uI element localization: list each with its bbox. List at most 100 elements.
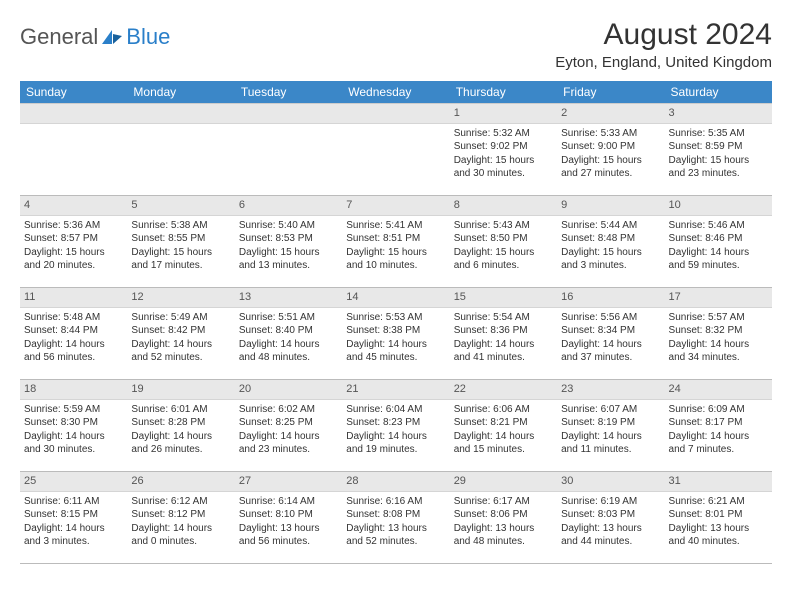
sunrise-text: Sunrise: 5:33 AM	[561, 127, 660, 141]
weekday-header: Wednesday	[342, 81, 449, 104]
calendar-week-row: 25Sunrise: 6:11 AMSunset: 8:15 PMDayligh…	[20, 472, 772, 564]
sunrise-text: Sunrise: 5:53 AM	[346, 311, 445, 325]
sunset-text: Sunset: 8:42 PM	[131, 324, 230, 338]
day-number: 2	[557, 104, 664, 124]
sunrise-text: Sunrise: 5:32 AM	[454, 127, 553, 141]
header: General Blue August 2024 Eyton, England,…	[20, 18, 772, 71]
calendar-day-cell: 23 Sunrise: 6:07 AMSunset: 8:19 PMDayligh…	[557, 380, 664, 472]
daylight-text: Daylight: 14 hours and 56 minutes.	[24, 338, 123, 365]
sunset-text: Sunset: 9:02 PM	[454, 140, 553, 154]
calendar-day-cell: 25 Sunrise: 6:11 AMSunset: 8:15 PMDayligh…	[20, 472, 127, 564]
logo: General Blue	[20, 24, 170, 50]
sunset-text: Sunset: 8:15 PM	[24, 508, 123, 522]
calendar-day-cell: 28Sunrise: 6:16 AMSunset: 8:08 PMDayligh…	[342, 472, 449, 564]
day-number: 16	[557, 288, 664, 308]
calendar-day-cell: 30Sunrise: 6:19 AMSunset: 8:03 PMDayligh…	[557, 472, 664, 564]
day-number: 1	[450, 104, 557, 124]
calendar-day-cell: 13Sunrise: 5:51 AMSunset: 8:40 PMDayligh…	[235, 288, 342, 380]
sunrise-text: Sunrise: 6:17 AM	[454, 495, 553, 509]
daylight-text: Daylight: 14 hours and 48 minutes.	[239, 338, 338, 365]
sunset-text: Sunset: 8:46 PM	[669, 232, 768, 246]
calendar-day-cell: 5Sunrise: 5:38 AMSunset: 8:55 PMDaylight…	[127, 196, 234, 288]
sunset-text: Sunset: 8:17 PM	[669, 416, 768, 430]
daylight-text: Daylight: 14 hours and 3 minutes.	[24, 522, 123, 549]
sunrise-text: Sunrise: 5:35 AM	[669, 127, 768, 141]
day-number: 30	[557, 472, 664, 492]
day-number: 10	[665, 196, 772, 216]
day-number: 23	[557, 380, 664, 400]
sunset-text: Sunset: 8:48 PM	[561, 232, 660, 246]
title-block: August 2024 Eyton, England, United Kingd…	[555, 18, 772, 71]
sunset-text: Sunset: 9:00 PM	[561, 140, 660, 154]
sunset-text: Sunset: 8:25 PM	[239, 416, 338, 430]
daylight-text: Daylight: 15 hours and 20 minutes.	[24, 246, 123, 273]
daylight-text: Daylight: 13 hours and 40 minutes.	[669, 522, 768, 549]
calendar-day-cell: 26Sunrise: 6:12 AMSunset: 8:12 PMDayligh…	[127, 472, 234, 564]
calendar-day-cell: 3Sunrise: 5:35 AMSunset: 8:59 PMDaylight…	[665, 104, 772, 196]
daylight-text: Daylight: 15 hours and 10 minutes.	[346, 246, 445, 273]
sunset-text: Sunset: 8:32 PM	[669, 324, 768, 338]
calendar-day-cell	[342, 104, 449, 196]
weekday-header: Saturday	[665, 81, 772, 104]
day-number	[235, 104, 342, 124]
weekday-header: Tuesday	[235, 81, 342, 104]
day-number: 4	[20, 196, 127, 216]
sunset-text: Sunset: 8:19 PM	[561, 416, 660, 430]
sunrise-text: Sunrise: 6:11 AM	[24, 495, 123, 509]
sunset-text: Sunset: 8:50 PM	[454, 232, 553, 246]
calendar-day-cell: 15Sunrise: 5:54 AMSunset: 8:36 PMDayligh…	[450, 288, 557, 380]
daylight-text: Daylight: 15 hours and 3 minutes.	[561, 246, 660, 273]
daylight-text: Daylight: 14 hours and 11 minutes.	[561, 430, 660, 457]
sunset-text: Sunset: 8:10 PM	[239, 508, 338, 522]
calendar-day-cell: 10Sunrise: 5:46 AMSunset: 8:46 PMDayligh…	[665, 196, 772, 288]
day-number: 12	[127, 288, 234, 308]
calendar-day-cell	[20, 104, 127, 196]
daylight-text: Daylight: 14 hours and 52 minutes.	[131, 338, 230, 365]
daylight-text: Daylight: 15 hours and 6 minutes.	[454, 246, 553, 273]
daylight-text: Daylight: 15 hours and 23 minutes.	[669, 154, 768, 181]
day-number: 24	[665, 380, 772, 400]
day-number: 15	[450, 288, 557, 308]
calendar-body: 1Sunrise: 5:32 AMSunset: 9:02 PMDaylight…	[20, 104, 772, 564]
sunset-text: Sunset: 8:38 PM	[346, 324, 445, 338]
calendar-day-cell: 16Sunrise: 5:56 AMSunset: 8:34 PMDayligh…	[557, 288, 664, 380]
sunset-text: Sunset: 8:40 PM	[239, 324, 338, 338]
daylight-text: Daylight: 15 hours and 13 minutes.	[239, 246, 338, 273]
calendar-week-row: 4Sunrise: 5:36 AMSunset: 8:57 PMDaylight…	[20, 196, 772, 288]
sunset-text: Sunset: 8:44 PM	[24, 324, 123, 338]
sunrise-text: Sunrise: 5:38 AM	[131, 219, 230, 233]
day-number: 29	[450, 472, 557, 492]
sunrise-text: Sunrise: 5:36 AM	[24, 219, 123, 233]
daylight-text: Daylight: 14 hours and 34 minutes.	[669, 338, 768, 365]
daylight-text: Daylight: 14 hours and 26 minutes.	[131, 430, 230, 457]
day-number: 28	[342, 472, 449, 492]
daylight-text: Daylight: 15 hours and 27 minutes.	[561, 154, 660, 181]
calendar-day-cell: 17Sunrise: 5:57 AMSunset: 8:32 PMDayligh…	[665, 288, 772, 380]
sunset-text: Sunset: 8:06 PM	[454, 508, 553, 522]
sunrise-text: Sunrise: 5:51 AM	[239, 311, 338, 325]
day-number: 25	[20, 472, 127, 492]
sunset-text: Sunset: 8:30 PM	[24, 416, 123, 430]
calendar-day-cell: 2 Sunrise: 5:33 AMSunset: 9:00 PMDaylight…	[557, 104, 664, 196]
sunrise-text: Sunrise: 5:41 AM	[346, 219, 445, 233]
daylight-text: Daylight: 14 hours and 41 minutes.	[454, 338, 553, 365]
sunrise-text: Sunrise: 5:54 AM	[454, 311, 553, 325]
location-subtitle: Eyton, England, United Kingdom	[555, 54, 772, 71]
day-number: 22	[450, 380, 557, 400]
calendar-day-cell: 14Sunrise: 5:53 AMSunset: 8:38 PMDayligh…	[342, 288, 449, 380]
daylight-text: Daylight: 15 hours and 30 minutes.	[454, 154, 553, 181]
sunset-text: Sunset: 8:01 PM	[669, 508, 768, 522]
sunrise-text: Sunrise: 6:14 AM	[239, 495, 338, 509]
logo-sail-icon	[100, 28, 124, 46]
sunrise-text: Sunrise: 6:02 AM	[239, 403, 338, 417]
day-number: 3	[665, 104, 772, 124]
calendar-day-cell: 22Sunrise: 6:06 AMSunset: 8:21 PMDayligh…	[450, 380, 557, 472]
calendar-day-cell	[127, 104, 234, 196]
day-number: 11	[20, 288, 127, 308]
day-number: 26	[127, 472, 234, 492]
daylight-text: Daylight: 13 hours and 44 minutes.	[561, 522, 660, 549]
sunrise-text: Sunrise: 6:07 AM	[561, 403, 660, 417]
calendar-day-cell: 9Sunrise: 5:44 AMSunset: 8:48 PMDaylight…	[557, 196, 664, 288]
weekday-header: Monday	[127, 81, 234, 104]
daylight-text: Daylight: 14 hours and 23 minutes.	[239, 430, 338, 457]
